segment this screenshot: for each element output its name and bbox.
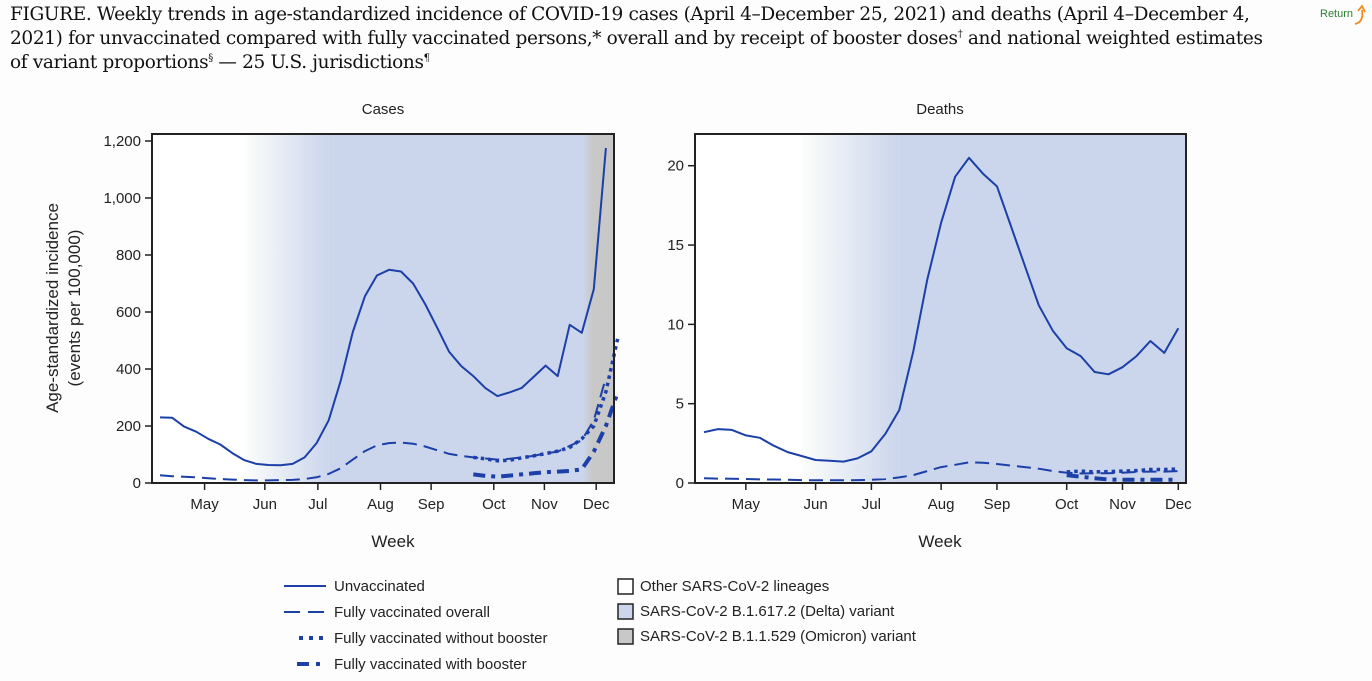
background-sars-cov-2-b-1-1-529-omicron-variant bbox=[591, 134, 614, 483]
y-tick-label: 1,000 bbox=[103, 190, 141, 207]
y-tick-label: 400 bbox=[116, 361, 141, 378]
cases-x-axis-title: Week bbox=[371, 532, 415, 551]
x-tick-label: Sep bbox=[418, 496, 445, 513]
y-tick-label: 200 bbox=[116, 418, 141, 435]
background-sars-cov-2-b-1-1-529-omicron-variant-fade bbox=[583, 134, 592, 483]
cases-y-axis-title-line2: (events per 100,000) bbox=[65, 230, 84, 387]
series-fully-vaccinated-without-booster bbox=[473, 337, 620, 463]
deaths-x-axis: May Jun Jul Aug Sep Oct Nov Dec bbox=[732, 483, 1192, 513]
legend: Unvaccinated Fully vaccinated overall Fu… bbox=[284, 578, 917, 673]
cases-panel-title: Cases bbox=[362, 101, 405, 118]
x-tick-label: Sep bbox=[984, 496, 1011, 513]
cases-plot-frame bbox=[151, 133, 615, 484]
footnote-section[interactable]: § bbox=[208, 52, 213, 64]
y-tick-label: 5 bbox=[676, 396, 684, 413]
y-tick-label: 600 bbox=[116, 304, 141, 321]
legend-swatch-other bbox=[617, 578, 634, 595]
x-tick-label: Nov bbox=[1109, 496, 1136, 513]
background-sars-cov-2-b-1-617-2-delta-variant-fade bbox=[801, 134, 900, 483]
legend-swatch-delta bbox=[617, 603, 634, 620]
x-tick-label: May bbox=[190, 496, 219, 513]
figure-title-text: FIGURE. Weekly trends in age-standardize… bbox=[10, 4, 1250, 49]
legend-item-delta: SARS-CoV-2 B.1.617.2 (Delta) variant bbox=[617, 603, 895, 620]
x-tick-label: Jun bbox=[253, 496, 277, 513]
cases-series bbox=[159, 148, 620, 482]
background-other-sars-cov-2-lineages bbox=[152, 134, 245, 483]
legend-swatch-omicron bbox=[617, 628, 634, 645]
legend-label: SARS-CoV-2 B.1.617.2 (Delta) variant bbox=[640, 603, 895, 620]
background-sars-cov-2-b-1-617-2-delta-variant bbox=[328, 134, 592, 483]
background-sars-cov-2-b-1-617-2-delta-variant bbox=[899, 134, 1186, 483]
series-fully-vaccinated-overall bbox=[703, 461, 1179, 482]
legend-item-other-lineages: Other SARS-CoV-2 lineages bbox=[617, 578, 829, 595]
return-link[interactable]: Return bbox=[1320, 8, 1354, 20]
legend-item-omicron: SARS-CoV-2 B.1.1.529 (Omicron) variant bbox=[617, 628, 917, 645]
footnote-pilcrow[interactable]: ¶ bbox=[423, 52, 430, 64]
y-tick-label: 10 bbox=[667, 316, 684, 333]
x-tick-label: Jul bbox=[308, 496, 327, 513]
x-tick-label: Jun bbox=[804, 496, 828, 513]
series-unvaccinated bbox=[703, 156, 1180, 463]
x-tick-label: Dec bbox=[1165, 496, 1192, 513]
legend-label: Fully vaccinated without booster bbox=[334, 630, 547, 647]
legend-label: Other SARS-CoV-2 lineages bbox=[640, 578, 829, 595]
deaths-y-axis: 0 5 10 15 20 bbox=[667, 158, 695, 492]
legend-item-unvaccinated: Unvaccinated bbox=[284, 578, 425, 595]
x-tick-label: Oct bbox=[482, 496, 506, 513]
x-tick-label: Aug bbox=[928, 496, 955, 513]
return-arrow-icon[interactable] bbox=[1352, 4, 1368, 28]
deaths-series bbox=[703, 156, 1180, 482]
series-fully-vaccinated-with-booster bbox=[1066, 473, 1179, 482]
legend-label: Fully vaccinated overall bbox=[334, 604, 490, 621]
legend-label: Unvaccinated bbox=[334, 578, 425, 595]
footnote-dagger[interactable]: † bbox=[957, 28, 963, 40]
background-sars-cov-2-b-1-617-2-delta-variant-fade bbox=[244, 134, 329, 483]
series-fully-vaccinated-without-booster bbox=[1066, 467, 1179, 474]
y-tick-label: 15 bbox=[667, 237, 684, 254]
x-tick-label: Oct bbox=[1055, 496, 1079, 513]
series-fully-vaccinated-with-booster bbox=[473, 391, 620, 479]
legend-item-with-booster: Fully vaccinated with booster bbox=[297, 656, 527, 673]
cases-panel: Cases 0 200 400 600 800 1,000 1,200 May Jun Jul A… bbox=[43, 101, 620, 551]
legend-label: SARS-CoV-2 B.1.1.529 (Omicron) variant bbox=[640, 628, 917, 645]
cases-variant-background bbox=[152, 134, 614, 483]
deaths-panel-title: Deaths bbox=[916, 101, 964, 118]
legend-label: Fully vaccinated with booster bbox=[334, 656, 527, 673]
series-unvaccinated bbox=[159, 148, 607, 467]
deaths-variant-background bbox=[695, 134, 1186, 483]
x-tick-label: Aug bbox=[367, 496, 394, 513]
figure-title-text-3: — 25 U.S. jurisdictions bbox=[212, 52, 424, 73]
y-tick-label: 800 bbox=[116, 247, 141, 264]
cases-x-axis: May Jun Jul Aug Sep Oct Nov Dec bbox=[190, 483, 610, 513]
cases-y-axis: 0 200 400 600 800 1,000 1,200 bbox=[103, 133, 152, 492]
x-tick-label: Nov bbox=[531, 496, 558, 513]
figure-title-text-2: and national weighted estimates of varia… bbox=[10, 28, 1263, 73]
legend-item-without-booster: Fully vaccinated without booster bbox=[299, 630, 547, 647]
deaths-panel: Deaths 0 5 10 15 20 May Jun Jul Aug Sep Oct Nov Dec… bbox=[667, 101, 1192, 551]
x-tick-label: Jul bbox=[862, 496, 881, 513]
legend-item-fully-vaccinated-overall: Fully vaccinated overall bbox=[284, 604, 490, 621]
background-other-sars-cov-2-lineages bbox=[695, 134, 802, 483]
cases-y-axis-title-line1: Age-standardized incidence bbox=[43, 203, 62, 413]
series-fully-vaccinated-overall bbox=[159, 377, 607, 482]
y-tick-label: 20 bbox=[667, 158, 684, 175]
figure-title: FIGURE. Weekly trends in age-standardize… bbox=[10, 3, 1280, 75]
x-tick-label: Dec bbox=[583, 496, 610, 513]
y-tick-label: 0 bbox=[133, 475, 141, 492]
x-tick-label: May bbox=[732, 496, 761, 513]
y-tick-label: 1,200 bbox=[103, 133, 141, 150]
deaths-x-axis-title: Week bbox=[918, 532, 962, 551]
y-tick-label: 0 bbox=[676, 475, 684, 492]
